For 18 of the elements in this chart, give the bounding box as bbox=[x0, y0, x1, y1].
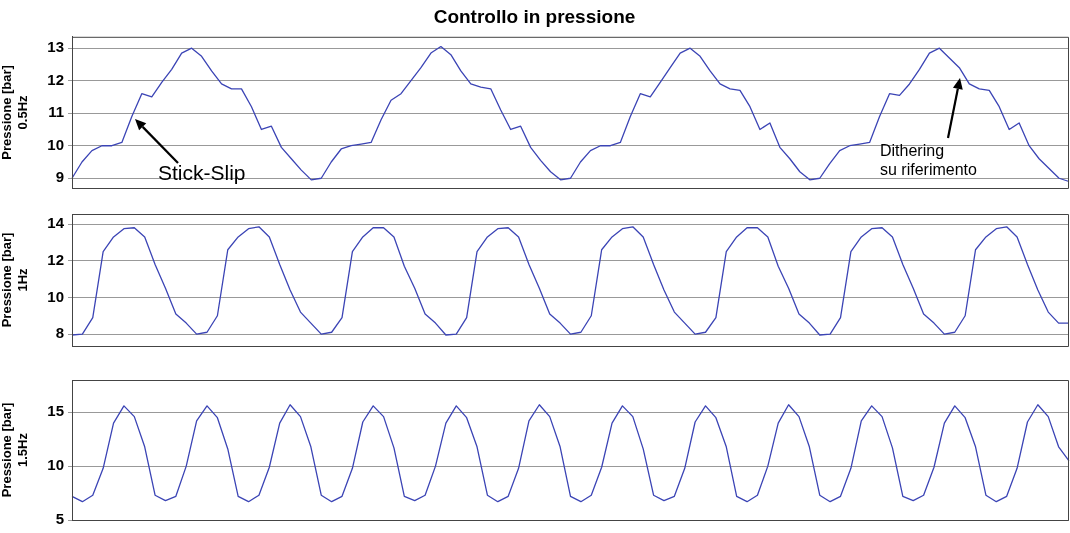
y-tick-label: 12 bbox=[47, 70, 64, 88]
y-tick-label: 5 bbox=[55, 510, 64, 528]
y-tick-label: 13 bbox=[47, 38, 64, 56]
y-tick-label: 15 bbox=[47, 402, 64, 420]
y-axis-title: Pressione [bar] 1Hz bbox=[0, 232, 30, 328]
y-axis-title: Pressione [bar] 1.5Hz bbox=[0, 402, 30, 498]
annotation: Dithering su riferimento bbox=[880, 141, 977, 180]
chart-title: Controllo in pressione bbox=[433, 5, 636, 27]
annotation: Stick-Slip bbox=[158, 160, 246, 186]
y-axis-title: Pressione [bar] 0.5Hz bbox=[0, 65, 30, 160]
y-tick-label: 12 bbox=[47, 250, 64, 268]
y-tick-label: 10 bbox=[47, 135, 64, 153]
y-tick-label: 11 bbox=[48, 103, 64, 121]
y-tick-label: 10 bbox=[47, 287, 64, 305]
y-tick-label: 8 bbox=[55, 324, 64, 342]
y-tick-label: 10 bbox=[47, 456, 64, 474]
y-tick-label: 14 bbox=[47, 214, 65, 232]
y-tick-label: 9 bbox=[55, 168, 64, 186]
